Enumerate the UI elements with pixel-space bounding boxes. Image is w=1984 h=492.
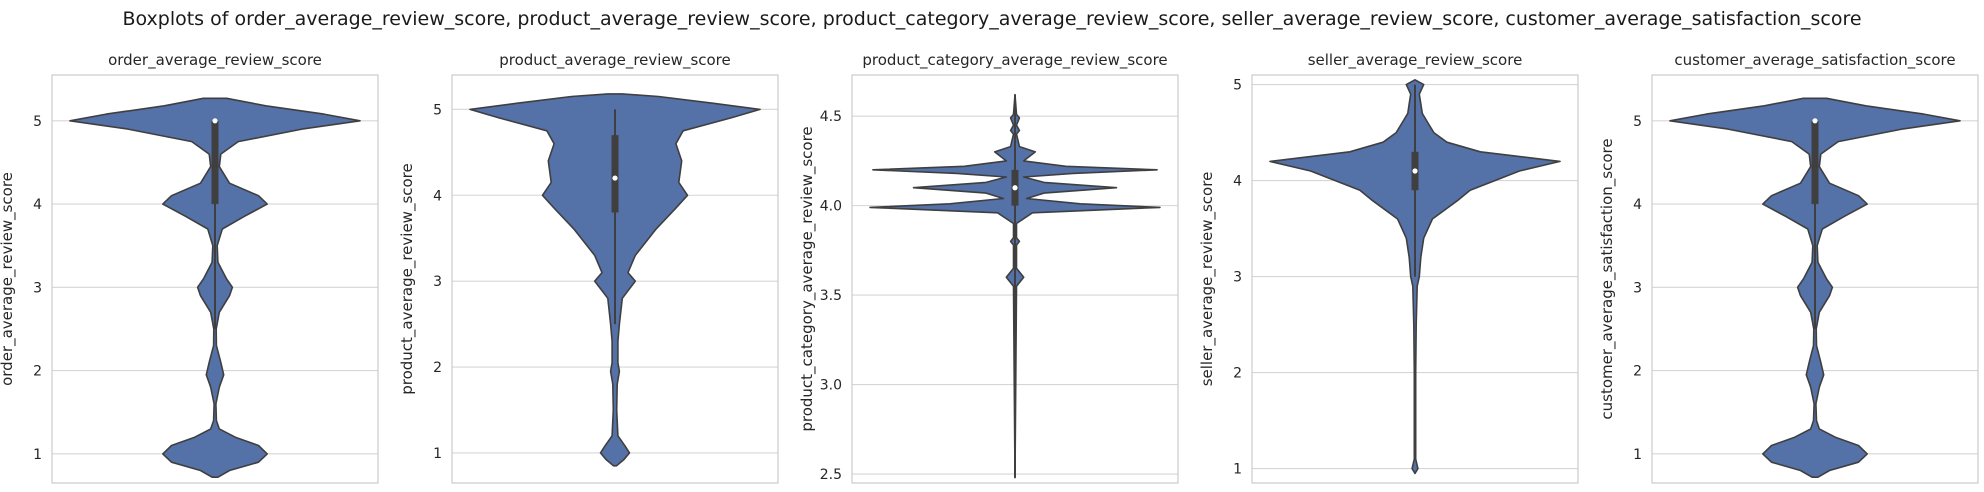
- y-tick-label: 4.0: [820, 199, 842, 215]
- y-tick-label: 2: [33, 364, 42, 380]
- iqr-box: [611, 135, 619, 213]
- y-tick-label: 4.5: [820, 109, 842, 125]
- panel-order-average-review-score: 1 2 3 4 5 order_average_review_score order_ave…: [0, 51, 379, 484]
- y-tick-label: 1: [433, 446, 442, 462]
- y-tick-label: 1: [1233, 462, 1242, 478]
- y-tick-label: 2: [1633, 364, 1642, 380]
- median-dot: [1812, 118, 1818, 124]
- panel-title: product_average_review_score: [499, 51, 731, 70]
- y-tick-label: 2: [433, 360, 442, 376]
- y-tick-label: 1: [33, 447, 42, 463]
- y-tick-label: 5: [1233, 78, 1242, 94]
- y-tick-label: 3.0: [820, 378, 842, 394]
- plot-frame: [51, 74, 379, 484]
- panel-product-category-average-review-score: 2.53.03.54.04.5product_category_average_…: [798, 51, 1179, 484]
- y-tick-label: 2.5: [820, 467, 842, 483]
- y-axis-label: seller_average_review_score: [1198, 172, 1217, 387]
- y-tick-label: 4: [33, 197, 42, 213]
- y-axis-label: product_average_review_score: [398, 163, 417, 395]
- iqr-box: [1811, 120, 1819, 205]
- y-tick-label: 4: [1233, 174, 1242, 190]
- median-dot: [212, 118, 218, 124]
- panel-title: order_average_review_score: [108, 51, 322, 70]
- plot-frame: [451, 74, 779, 484]
- y-tick-label: 3.5: [820, 288, 842, 304]
- y-tick-label: 4: [1633, 197, 1642, 213]
- panel-title: customer_average_satisfaction_score: [1674, 51, 1955, 70]
- y-tick-label: 5: [1633, 114, 1642, 130]
- median-dot: [1012, 185, 1018, 191]
- panel-product-average-review-score: 12345product_average_review_scoreproduct…: [398, 51, 779, 484]
- y-tick-label: 3: [1233, 270, 1242, 286]
- panel-title: product_category_average_review_score: [862, 51, 1167, 70]
- y-tick-label: 5: [33, 114, 42, 130]
- y-axis-label: order_average_review_score: [0, 172, 17, 386]
- y-axis-label: customer_average_satisfaction_score: [1598, 138, 1617, 419]
- panel-customer-average-satisfaction-score: 1 2 3 4 5 customer_average_satisfaction_score…: [1598, 51, 1979, 484]
- iqr-box: [211, 120, 219, 205]
- median-dot: [612, 175, 618, 181]
- panels: 1 2 3 4 5 order_average_review_score order_ave…: [0, 51, 1979, 484]
- plot-frame: [1251, 74, 1579, 484]
- plot-frame: [851, 74, 1179, 484]
- figure-title: Boxplots of order_average_review_score, …: [122, 8, 1861, 30]
- plot-frame: [1651, 74, 1979, 484]
- median-dot: [1412, 168, 1418, 174]
- y-tick-label: 3: [433, 274, 442, 290]
- y-tick-label: 3: [33, 280, 42, 296]
- y-tick-label: 2: [1233, 366, 1242, 382]
- y-tick-label: 4: [433, 188, 442, 204]
- y-axis-label: product_category_average_review_score: [798, 126, 817, 431]
- panel-title: seller_average_review_score: [1308, 51, 1523, 70]
- y-tick-label: 3: [1633, 280, 1642, 296]
- y-tick-label: 5: [433, 102, 442, 118]
- panel-seller-average-review-score: 1 2 3 4 5 seller_average_review_score seller_a…: [1198, 51, 1579, 484]
- y-tick-label: 1: [1633, 447, 1642, 463]
